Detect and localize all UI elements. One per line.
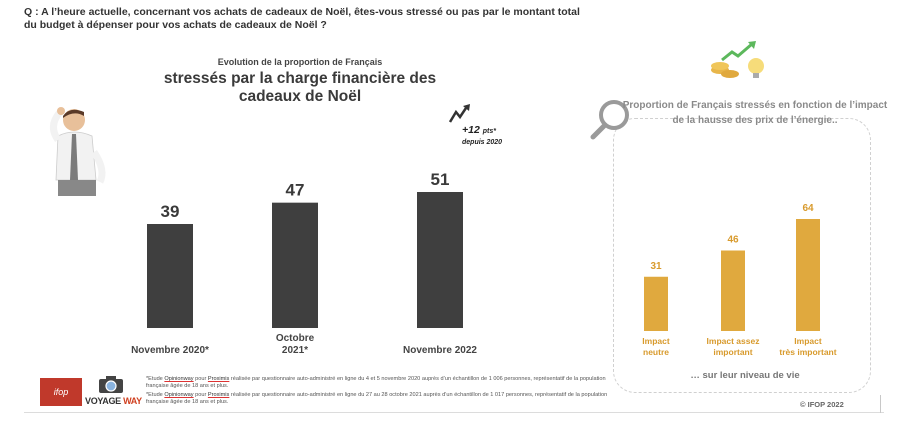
right-bar-value-1: 46: [727, 235, 739, 246]
footnote-1-mid: pour: [193, 376, 208, 382]
footnote-1: *Etude Opinionway pour Proximis réalisée…: [146, 376, 616, 390]
footer-divider: [24, 412, 884, 413]
left-cat-label-1: Octobre 2021*: [276, 333, 315, 356]
left-bar-value-0: 39: [161, 202, 180, 221]
growth-annotation-text: depuis 2020: [462, 139, 503, 146]
right-chart-title: Proportion de Français stressés en fonct…: [622, 100, 888, 126]
right-bar-0: [644, 276, 668, 331]
voyage-way-logo: VOYAGE WAY: [85, 396, 142, 406]
left-bar-1: [272, 202, 318, 328]
question-text: Q : A l’heure actuelle, concernant vos a…: [24, 6, 580, 31]
footnote-2-mid: pour: [193, 392, 208, 398]
right-cat-label-2: Impact très important: [779, 336, 836, 357]
way-word: WAY: [123, 396, 142, 406]
left-bar-0: [147, 224, 193, 328]
coins-lightbulb-arrow-icon: [711, 41, 764, 78]
right-bar-chart: 31 Impact neutre 46 Impact assez important 64 I…: [642, 203, 836, 357]
footnote-2-opinionway: Opinionway: [164, 392, 194, 398]
left-bar-chart: 39 Novembre 2020* 47 Octobre 2021* 51 Novembre…: [131, 170, 477, 356]
left-chart-subtitle: Evolution de la proportion de Français: [217, 57, 383, 67]
growth-value: +12: [462, 124, 480, 136]
left-bar-value-1: 47: [286, 181, 305, 200]
stressed-man-illustration: [50, 107, 106, 196]
right-bar-1: [721, 250, 745, 331]
footnote-1-pre: *Etude: [146, 376, 165, 382]
left-cat-label-2: Novembre 2022: [403, 345, 477, 356]
left-bar-2: [417, 192, 463, 328]
footnote-1-opinionway: Opinionway: [164, 376, 194, 382]
footer-divider-vertical: [880, 395, 881, 413]
voyage-word: VOYAGE: [85, 396, 121, 406]
growth-annotation: +12 pts*: [462, 124, 496, 136]
right-cat-label-0: Impact neutre: [642, 336, 670, 357]
magnifier-icon: [590, 100, 629, 140]
footnote-2-proximis: Proximis: [207, 392, 230, 398]
right-bar-2: [796, 219, 820, 331]
camera-icon: [99, 376, 123, 393]
left-cat-label-0: Novembre 2020*: [131, 345, 209, 356]
left-bar-value-2: 51: [431, 170, 450, 189]
footnote-1-proximis: Proximis: [207, 376, 230, 382]
footnote-1-post: réalisée par questionnaire auto-administ…: [146, 376, 606, 389]
rising-arrow-icon: [448, 104, 470, 123]
right-panel-border: [613, 118, 871, 393]
footnote-2: *Etude Opinionway pour Proximis réalisée…: [146, 392, 616, 406]
right-chart-footer: … sur leur niveau de vie: [690, 370, 800, 381]
right-bar-value-0: 31: [650, 261, 662, 272]
left-chart-title: stressés par la charge financière des ca…: [163, 70, 437, 105]
footnote-2-pre: *Etude: [146, 392, 165, 398]
right-cat-label-1: Impact assez important: [707, 336, 760, 357]
footnote-2-post: réalisée par questionnaire auto-administ…: [146, 392, 608, 405]
copyright: © IFOP 2022: [800, 400, 844, 409]
ifop-logo: ifop: [40, 378, 82, 406]
growth-unit: pts*: [482, 128, 496, 135]
right-bar-value-2: 64: [802, 203, 814, 214]
